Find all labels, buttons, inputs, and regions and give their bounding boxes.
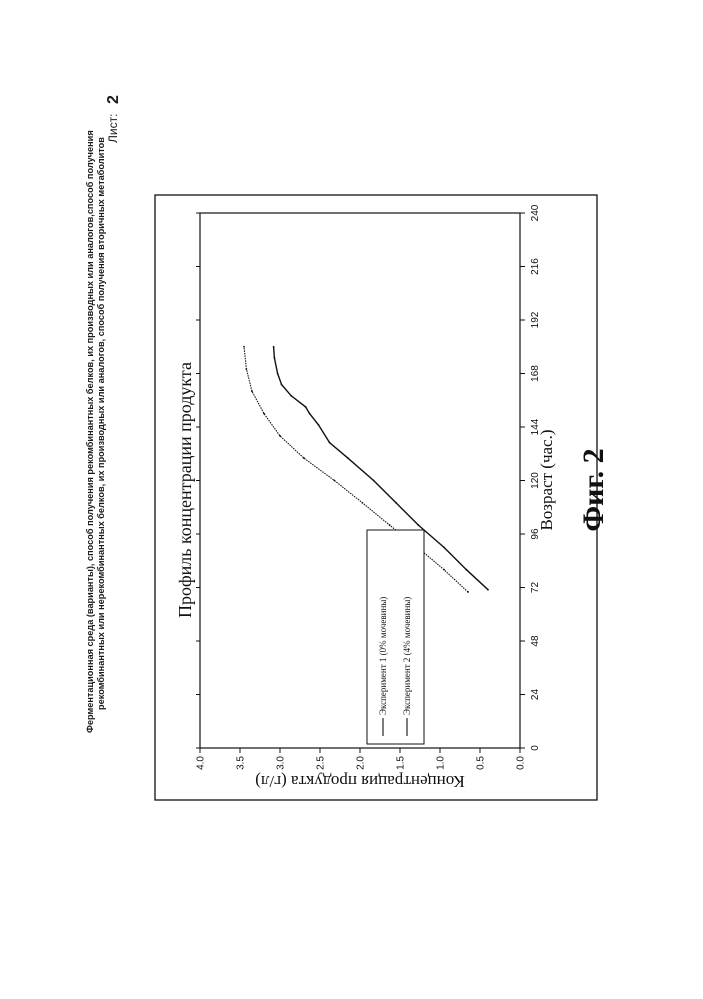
x-tick-label: 192 bbox=[530, 311, 541, 328]
data-point-series-2 bbox=[418, 524, 420, 526]
legend-box bbox=[367, 530, 424, 744]
series-line-1 bbox=[244, 347, 468, 592]
figure-label: Фиг. 2 bbox=[577, 448, 610, 531]
y-tick-label: 1.0 bbox=[436, 756, 447, 770]
y-tick-label: 0.0 bbox=[516, 756, 527, 770]
header-line-2: рекомбинантных или нерекомбинантных белк… bbox=[96, 137, 106, 710]
data-point-series-2 bbox=[277, 373, 279, 375]
data-point-series-2 bbox=[373, 480, 375, 482]
data-point-series-2 bbox=[329, 442, 331, 444]
data-point-series-2 bbox=[290, 395, 292, 397]
y-tick-label: 2.5 bbox=[316, 756, 327, 770]
y-tick-label: 3.0 bbox=[276, 756, 287, 770]
data-point-series-2 bbox=[487, 589, 489, 591]
data-point-series-1 bbox=[279, 435, 281, 437]
data-point-series-1 bbox=[362, 502, 364, 504]
x-tick-label: 240 bbox=[530, 204, 541, 221]
data-point-series-1 bbox=[467, 591, 469, 593]
data-point-series-2 bbox=[347, 457, 349, 459]
y-tick-label: 3.5 bbox=[236, 756, 247, 770]
y-tick-label: 1.5 bbox=[396, 756, 407, 770]
y-tick-label: 0.5 bbox=[476, 756, 487, 770]
data-point-series-1 bbox=[303, 457, 305, 459]
data-point-series-2 bbox=[395, 502, 397, 504]
chart: Профиль концентрации продукта 0244872961… bbox=[155, 195, 597, 800]
header-line-1: Ферментационная среда (варианты), способ… bbox=[85, 130, 95, 733]
chart-title: Профиль концентрации продукта bbox=[175, 362, 195, 618]
data-point-series-1 bbox=[246, 368, 248, 370]
y-axis-title: Концентрация продукта (г/л) bbox=[255, 772, 465, 791]
sheet-number: 2 bbox=[105, 95, 122, 104]
plot-area bbox=[200, 213, 520, 748]
x-tick-label: 216 bbox=[530, 258, 541, 275]
data-point-series-2 bbox=[305, 406, 307, 408]
data-point-series-2 bbox=[281, 384, 283, 386]
data-point-series-1 bbox=[389, 524, 391, 526]
y-tick-label: 2.0 bbox=[356, 756, 367, 770]
x-tick-label: 0 bbox=[530, 745, 541, 751]
x-tick-label: 72 bbox=[530, 582, 541, 594]
data-point-series-1 bbox=[243, 346, 245, 348]
data-point-series-2 bbox=[443, 546, 445, 548]
legend: Эксперимент 1 (0% мочевины) Эксперимент … bbox=[367, 530, 424, 744]
sheet-label: Лист: bbox=[106, 114, 120, 143]
data-point-series-1 bbox=[334, 480, 336, 482]
data-point-series-2 bbox=[274, 357, 276, 359]
x-tick-label: 24 bbox=[530, 689, 541, 701]
x-axis-title: Возраст (час.) bbox=[537, 429, 556, 530]
data-point-series-2 bbox=[273, 346, 275, 348]
data-point-series-2 bbox=[309, 413, 311, 415]
y-tick-label: 4.0 bbox=[196, 756, 207, 770]
legend-label-series-2: Эксперимент 2 (4% мочевины) bbox=[402, 597, 412, 715]
legend-label-series-1: Эксперимент 1 (0% мочевины) bbox=[378, 597, 388, 715]
data-point-series-2 bbox=[466, 569, 468, 571]
x-tick-label: 168 bbox=[530, 365, 541, 382]
data-point-series-1 bbox=[263, 413, 265, 415]
data-point-series-1 bbox=[251, 390, 253, 392]
series-layer bbox=[243, 346, 489, 593]
data-point-series-2 bbox=[318, 424, 320, 426]
x-tick-label: 48 bbox=[530, 635, 541, 647]
data-point-series-1 bbox=[443, 569, 445, 571]
